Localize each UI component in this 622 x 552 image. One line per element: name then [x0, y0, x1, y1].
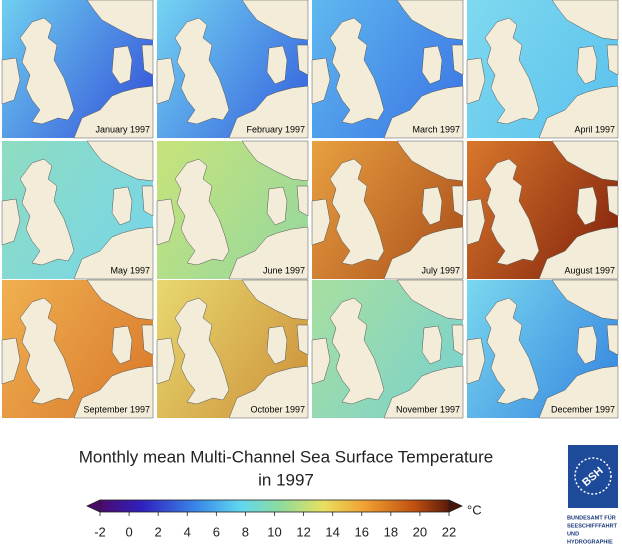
colorbar-tick-label: 12	[296, 524, 310, 539]
colorbar-tick-label: 16	[355, 524, 369, 539]
panel-label: December 1997	[551, 404, 615, 414]
title-line: Monthly mean Multi-Channel Sea Surface T…	[79, 447, 494, 466]
map-panel: March 1997	[311, 0, 464, 139]
panel-label: August 1997	[564, 265, 615, 275]
map-panel: November 1997	[311, 279, 464, 419]
panel-label: July 1997	[421, 265, 460, 275]
map-panel: October 1997	[156, 279, 309, 419]
panel-label: May 1997	[110, 265, 150, 275]
colorbar-tick-label: 2	[155, 524, 162, 539]
logo-line: UND	[567, 531, 579, 537]
map-grid: January 1997 February 1997 March 1997 April…	[1, 0, 619, 419]
logo-box	[568, 445, 618, 508]
panel-label: March 1997	[412, 124, 460, 134]
colorbar-tick-label: -2	[94, 524, 106, 539]
colorbar-tick-label: 22	[442, 524, 456, 539]
map-panel: June 1997	[156, 140, 309, 280]
colorbar-tick-label: 6	[213, 524, 220, 539]
map-panel: January 1997	[1, 0, 154, 139]
panel-label: June 1997	[263, 265, 305, 275]
logo: BSH BUNDESAMT FÜR SEESCHIFFFAHRT UND HYD…	[567, 445, 618, 545]
colorbar-max-arrow	[448, 499, 463, 513]
panel-label: February 1997	[246, 124, 305, 134]
map-panel: May 1997	[1, 140, 154, 280]
map-panel: July 1997	[311, 140, 464, 280]
colorbar-tick-label: 8	[242, 524, 249, 539]
colorbar	[86, 499, 463, 513]
colorbar-tick-label: 18	[384, 524, 398, 539]
title-line: in 1997	[258, 470, 314, 489]
colorbar-tick-label: 10	[267, 524, 281, 539]
logo-line: BUNDESAMT FÜR	[567, 514, 616, 521]
panel-label: January 1997	[95, 124, 150, 134]
map-panel: December 1997	[466, 279, 619, 419]
map-panel: April 1997	[466, 0, 619, 139]
logo-line: HYDROGRAPHIE	[567, 539, 613, 545]
logo-line: SEESCHIFFFAHRT	[567, 523, 618, 529]
map-panel: August 1997	[466, 140, 619, 280]
panel-label: November 1997	[396, 404, 460, 414]
colorbar-min-arrow	[86, 499, 101, 513]
colorbar-tick-label: 14	[325, 524, 339, 539]
colorbar-ramp	[99, 499, 450, 513]
logo-ring	[574, 457, 612, 495]
colorbar-tick-label: 0	[125, 524, 132, 539]
colorbar-unit: °C	[467, 502, 482, 517]
panel-label: April 1997	[574, 124, 615, 134]
map-panel: February 1997	[156, 0, 309, 139]
panel-label: September 1997	[83, 404, 150, 414]
colorbar-tick-label: 4	[184, 524, 191, 539]
map-panel: September 1997	[1, 279, 154, 419]
colorbar-tick-label: 20	[413, 524, 427, 539]
panel-label: October 1997	[250, 404, 305, 414]
